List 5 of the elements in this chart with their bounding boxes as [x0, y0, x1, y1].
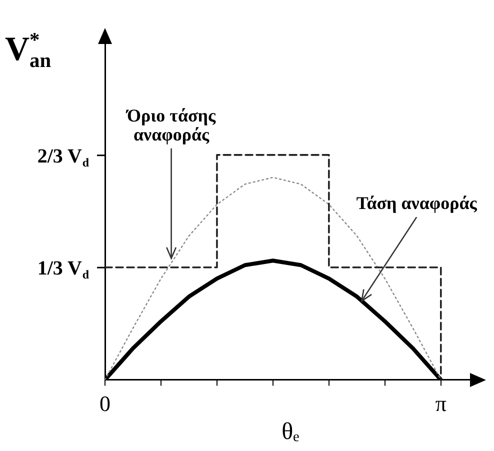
x-tick-label: π	[435, 390, 446, 416]
annotation: Τάση αναφοράς	[356, 193, 478, 214]
x-tick-label: 0	[100, 390, 110, 416]
x-axis-title: θₑ	[282, 418, 300, 445]
annotation: Όριο τάσης αναφοράς	[124, 105, 216, 144]
